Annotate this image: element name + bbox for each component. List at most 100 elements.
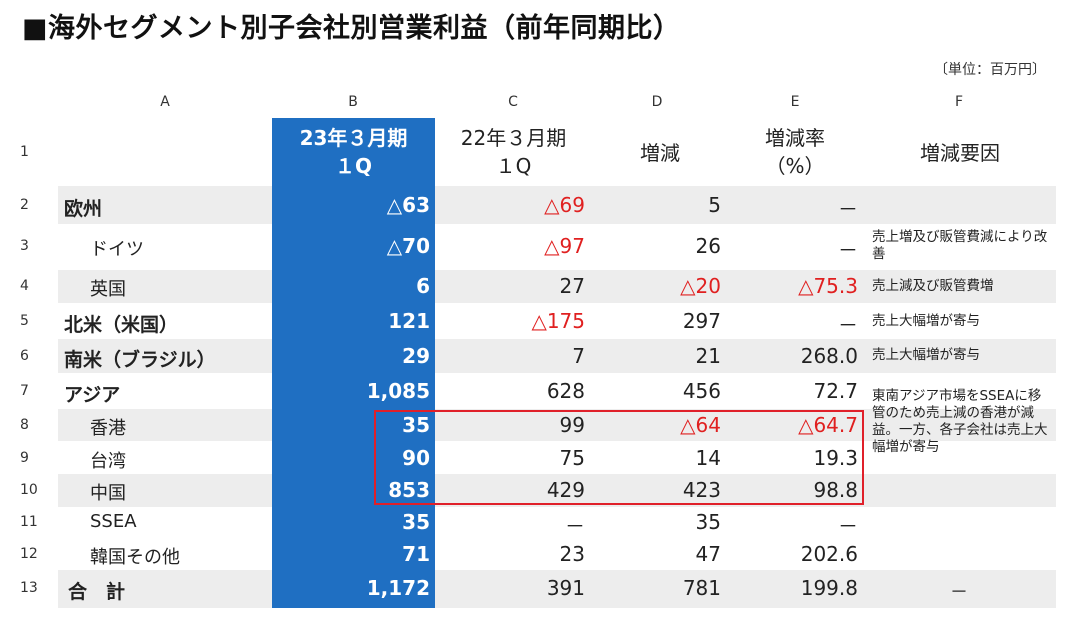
page-title: ■海外セグメント別子会社別営業利益（前年同期比） xyxy=(22,13,681,44)
cell-current-period: 6 xyxy=(416,274,430,298)
cell-current-period: 1,172 xyxy=(366,576,430,600)
header-current-period-line1: 23年３月期 xyxy=(299,126,408,150)
cell-prior-period: 23 xyxy=(559,542,585,566)
row-label: 合 計 xyxy=(68,581,126,603)
column-letter-c: C xyxy=(508,94,518,110)
header-change-rate-line2: （%） xyxy=(765,154,825,178)
cell-current-period: △70 xyxy=(386,234,430,258)
header-change-rate: 増減率 （%） xyxy=(740,124,850,180)
header-factors: 増減要因 xyxy=(920,141,1000,165)
row-number: 12 xyxy=(20,546,38,562)
highlight-box xyxy=(374,410,864,505)
header-stripe xyxy=(58,118,1056,186)
row-label: 台湾 xyxy=(90,451,126,472)
cell-change-rate: △75.3 xyxy=(798,274,858,298)
cell-current-period: 853 xyxy=(388,478,430,502)
row-label: 北米（米国） xyxy=(64,314,179,336)
row-number: 9 xyxy=(20,450,29,466)
column-letter-e: E xyxy=(790,94,800,110)
header-current-period-line2: １Q xyxy=(334,154,372,178)
cell-change-rate: 19.3 xyxy=(813,446,858,470)
row-label: 香港 xyxy=(90,418,126,439)
asia-note: 東南アジア市場をSSEAに移管のため売上減の香港が減益。一方、各子会社は売上大幅… xyxy=(872,388,1048,455)
row-label: 欧州 xyxy=(64,198,103,220)
cell-change-rate: 72.7 xyxy=(813,379,858,403)
cell-factors: 売上大幅増が寄与 xyxy=(872,347,980,363)
cell-current-period: 71 xyxy=(402,542,430,566)
cell-current-period: △63 xyxy=(386,193,430,217)
cell-prior-period: △69 xyxy=(544,193,585,217)
cell-change: 47 xyxy=(695,542,721,566)
row-stripe xyxy=(58,270,1056,303)
cell-change: △20 xyxy=(680,274,721,298)
cell-current-period: 1,085 xyxy=(366,379,430,403)
row-number: 1 xyxy=(20,144,29,160)
cell-change: 423 xyxy=(682,478,721,502)
cell-change-rate: 98.8 xyxy=(813,478,858,502)
cell-prior-period: 75 xyxy=(559,446,585,470)
column-letter-b: B xyxy=(348,94,358,110)
cell-prior-period: 99 xyxy=(559,413,585,437)
cell-change-rate: － xyxy=(838,238,858,262)
cell-change: 14 xyxy=(695,446,721,470)
cell-prior-period: 7 xyxy=(572,344,585,368)
unit-label: 〔単位：百万円〕 xyxy=(934,62,1046,78)
cell-change-rate: － xyxy=(838,514,858,538)
header-prior-period: 22年３月期 １Q xyxy=(436,124,591,180)
row-number: 4 xyxy=(20,278,29,294)
cell-current-period: 90 xyxy=(402,446,430,470)
row-label: 英国 xyxy=(90,279,126,300)
cell-change-rate: － xyxy=(838,197,858,221)
row-stripe xyxy=(58,186,1056,224)
header-current-period: 23年３月期 １Q xyxy=(272,124,435,180)
row-label: ドイツ xyxy=(90,239,144,260)
column-letter-a: A xyxy=(160,94,170,110)
row-label: 南米（ブラジル） xyxy=(64,349,216,371)
header-prior-period-line2: １Q xyxy=(495,154,532,178)
row-number: 10 xyxy=(20,482,38,498)
cell-prior-period: 27 xyxy=(559,274,585,298)
cell-change: 5 xyxy=(708,193,721,217)
cell-change: △64 xyxy=(680,413,721,437)
header-change: 増減 xyxy=(640,141,680,165)
cell-prior-period: － xyxy=(565,514,585,538)
header-change-rate-line1: 増減率 xyxy=(765,126,825,150)
cell-current-period: 29 xyxy=(402,344,430,368)
cell-current-period: 35 xyxy=(402,413,430,437)
row-label: SSEA xyxy=(90,511,137,532)
cell-prior-period: △97 xyxy=(544,234,585,258)
cell-change: 21 xyxy=(695,344,721,368)
row-number: 11 xyxy=(20,514,38,530)
current-period-column xyxy=(272,118,435,608)
row-stripe xyxy=(58,474,1056,507)
cell-prior-period: 628 xyxy=(546,379,585,403)
cell-change: 35 xyxy=(695,510,721,534)
row-number: 2 xyxy=(20,197,29,213)
row-label: アジア xyxy=(64,384,121,406)
cell-current-period: 35 xyxy=(402,510,430,534)
cell-change: 456 xyxy=(682,379,721,403)
cell-change-rate: 268.0 xyxy=(800,344,858,368)
cell-prior-period: △175 xyxy=(531,309,585,333)
row-number: 8 xyxy=(20,417,29,433)
row-label: 韓国その他 xyxy=(90,547,180,568)
row-number: 5 xyxy=(20,313,29,329)
cell-change-rate: 199.8 xyxy=(800,576,858,600)
row-number: 13 xyxy=(20,580,38,596)
cell-change: 297 xyxy=(682,309,721,333)
cell-change-rate: － xyxy=(838,313,858,337)
cell-factors: 売上減及び販管費増 xyxy=(872,278,994,294)
cell-current-period: 121 xyxy=(388,309,430,333)
column-letter-d: D xyxy=(651,94,663,110)
cell-change-rate: △64.7 xyxy=(798,413,858,437)
row-stripe xyxy=(58,339,1056,373)
row-number: 7 xyxy=(20,383,29,399)
cell-prior-period: 391 xyxy=(546,576,585,600)
row-number: 6 xyxy=(20,348,29,364)
cell-prior-period: 429 xyxy=(546,478,585,502)
header-prior-period-line1: 22年３月期 xyxy=(460,126,567,150)
column-letter-f: F xyxy=(954,94,964,110)
row-stripe xyxy=(58,409,1056,441)
cell-change: 26 xyxy=(695,234,721,258)
cell-factors: － xyxy=(950,582,968,603)
